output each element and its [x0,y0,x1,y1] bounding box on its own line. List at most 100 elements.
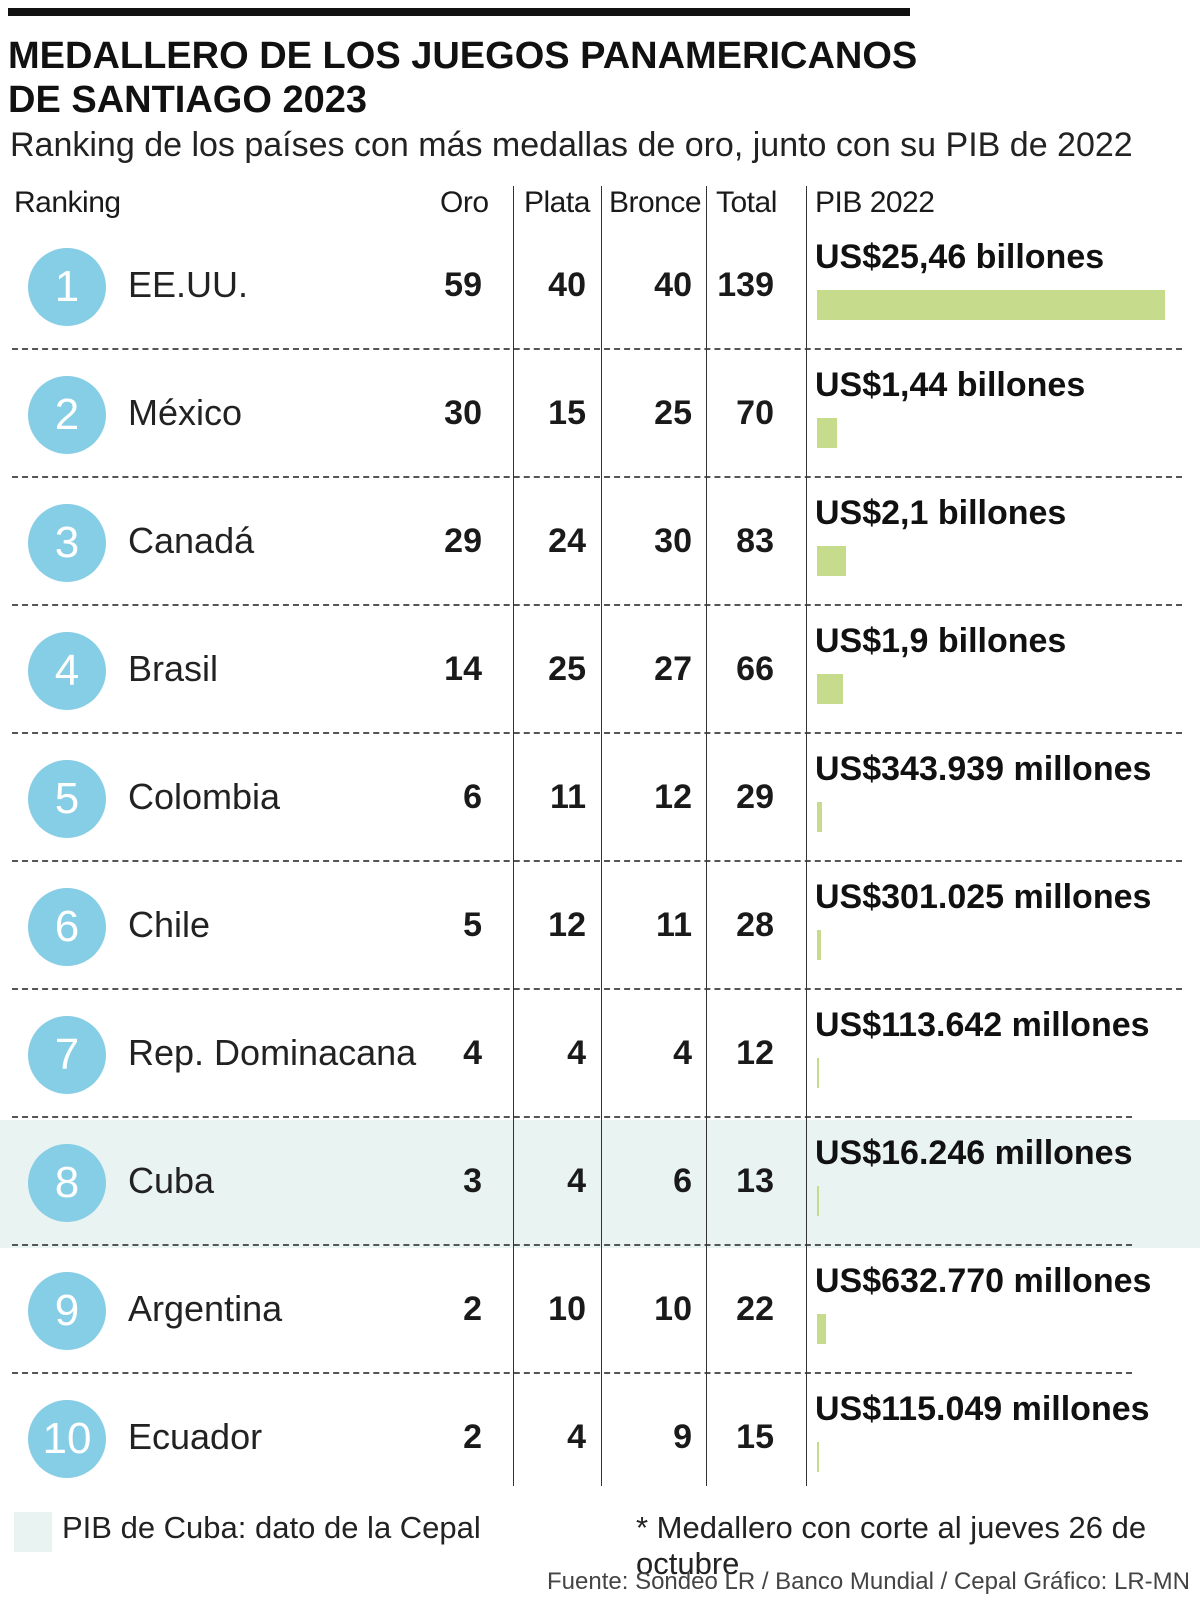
table-row: 5 Colombia 6 11 12 29 US$343.939 millones [0,734,1200,862]
rank-badge: 4 [28,632,106,710]
bronce-value: 40 [654,266,692,304]
gdp-bar [817,546,846,576]
rank-badge: 6 [28,888,106,966]
legend-text: PIB de Cuba: dato de la Cepal [62,1510,481,1545]
header-total: Total [716,186,777,219]
plata-value: 4 [567,1034,586,1072]
oro-value: 3 [463,1162,482,1200]
chart-subtitle: Ranking de los países con más medallas d… [10,126,1133,164]
country-name: Canadá [128,520,255,561]
row-separator [12,1372,1132,1374]
total-value: 83 [736,522,774,560]
country-name: EE.UU. [128,264,249,305]
row-separator [12,348,1182,350]
gdp-label: US$16.246 millones [815,1134,1133,1172]
bronce-value: 11 [656,906,692,944]
gdp-label: US$301.025 millones [815,878,1152,916]
plata-value: 4 [567,1418,586,1456]
country-name: Colombia [128,776,281,817]
header-pib: PIB 2022 [815,186,935,219]
oro-value: 2 [463,1290,482,1328]
gdp-bar [817,1186,819,1216]
rank-badge: 9 [28,1272,106,1350]
table-row: 3 Canadá 29 24 30 83 US$2,1 billones [0,478,1200,606]
header-oro: Oro [440,186,489,219]
rank-badge: 7 [28,1016,106,1094]
header-plata: Plata [524,186,590,219]
gdp-bar [817,1058,819,1088]
table-row: 9 Argentina 2 10 10 22 US$632.770 millones [0,1246,1200,1374]
table-row: 2 México 30 15 25 70 US$1,44 billones [0,350,1200,478]
total-value: 15 [736,1418,774,1456]
gdp-bar [817,290,1165,320]
country-name: Cuba [128,1160,215,1201]
oro-value: 4 [463,1034,482,1072]
rank-badge: 1 [28,248,106,326]
row-separator [12,604,1182,606]
gdp-label: US$25,46 billones [815,238,1105,276]
header-bronce: Bronce [609,186,702,219]
gdp-bar [817,802,822,832]
gdp-label: US$1,9 billones [815,622,1067,660]
plata-value: 25 [548,650,586,688]
row-separator [12,860,1182,862]
column-divider [513,186,514,1486]
header-ranking: Ranking [14,186,121,219]
source-credit: Fuente: Sondeo LR / Banco Mundial / Cepa… [547,1568,1190,1595]
country-name: Argentina [128,1288,283,1329]
cuba-highlight [0,1120,1200,1248]
bronce-value: 12 [654,778,692,816]
country-name: Ecuador [128,1416,263,1457]
oro-value: 59 [444,266,482,304]
bronce-value: 6 [673,1162,692,1200]
country-name: México [128,392,243,433]
oro-value: 14 [444,650,482,688]
total-value: 12 [736,1034,774,1072]
table-row: 1 EE.UU. 59 40 40 139 US$25,46 billones [0,222,1200,350]
bronce-value: 4 [673,1034,692,1072]
table-row: 4 Brasil 14 25 27 66 US$1,9 billones [0,606,1200,734]
rank-badge: 2 [28,376,106,454]
plata-value: 40 [548,266,586,304]
total-value: 66 [736,650,774,688]
bronce-value: 30 [654,522,692,560]
gdp-bar [817,674,843,704]
row-separator [12,476,1182,478]
gdp-label: US$1,44 billones [815,366,1086,404]
gdp-label: US$2,1 billones [815,494,1067,532]
gdp-bar [817,1314,826,1344]
gdp-bar [817,930,822,960]
plata-value: 15 [548,394,586,432]
row-separator [12,988,1182,990]
rank-badge: 8 [28,1144,106,1222]
chart-title: MEDALLERO DE LOS JUEGOS PANAMERICANOS DE… [8,35,918,121]
footnote: * Medallero con corte al jueves 26 de oc… [636,1510,1147,1581]
rank-badge: 10 [28,1400,106,1478]
legend-swatch [14,1512,52,1552]
gdp-label: US$115.049 millones [815,1390,1150,1428]
table-row: 7 Rep. Dominacana 4 4 4 12 US$113.642 millones [0,990,1200,1118]
plata-value: 11 [550,778,586,816]
row-separator [12,1244,1132,1246]
column-divider [706,186,707,1486]
total-value: 28 [736,906,774,944]
plata-value: 4 [567,1162,586,1200]
table-row: 6 Chile 5 12 11 28 US$301.025 millones [0,862,1200,990]
gdp-label: US$632.770 millones [815,1262,1152,1300]
oro-value: 6 [463,778,482,816]
rank-badge: 3 [28,504,106,582]
total-value: 13 [736,1162,774,1200]
oro-value: 29 [444,522,482,560]
column-divider [601,186,602,1486]
oro-value: 2 [463,1418,482,1456]
plata-value: 12 [548,906,586,944]
row-separator [12,732,1182,734]
rank-badge: 5 [28,760,106,838]
plata-value: 24 [548,522,586,560]
column-divider [806,186,807,1486]
bronce-value: 10 [654,1290,692,1328]
gdp-label: US$343.939 millones [815,750,1152,788]
total-value: 29 [736,778,774,816]
country-name: Brasil [128,648,219,689]
total-value: 139 [717,266,774,304]
